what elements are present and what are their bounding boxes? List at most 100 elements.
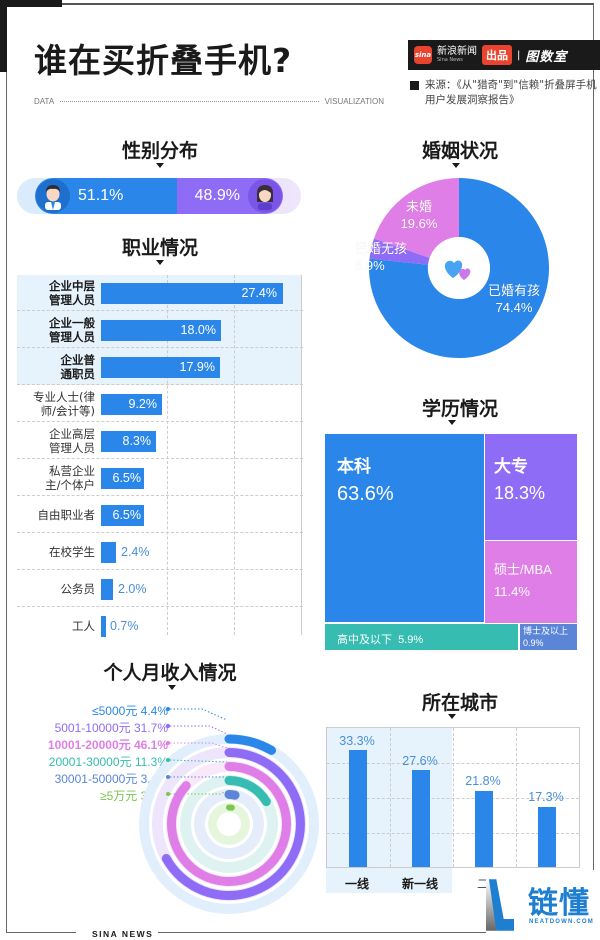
table-row: 企业中层 管理人员 27.4% xyxy=(17,275,303,311)
table-row: 在校学生 2.4% xyxy=(17,534,303,570)
gender-male-segment: 51.1% xyxy=(35,178,177,214)
table-row: 企业普 通职员 17.9% xyxy=(17,349,303,385)
occupation-value: 18.0% xyxy=(180,323,216,337)
income-radial-chart xyxy=(139,707,319,914)
occupation-bar xyxy=(101,283,283,304)
treemap-cell-doctor: 博士及以上 0.9% xyxy=(519,623,578,651)
female-percentage: 48.9% xyxy=(194,187,240,204)
city-category: 一线 xyxy=(344,877,369,891)
table-row: 企业高层 管理人员 8.3% xyxy=(17,423,303,459)
occupation-value: 6.5% xyxy=(112,471,142,485)
occupation-bar xyxy=(101,579,113,600)
brand-name: 新浪新闻 Sina News xyxy=(437,47,477,63)
occupation-label: 企业高层 管理人员 xyxy=(49,427,95,455)
occupation-label: 企业一般 管理人员 xyxy=(49,316,95,344)
legend-item: 5001-10000元 31.7% xyxy=(54,721,168,735)
city-value: 21.8% xyxy=(465,774,501,788)
corner-accent xyxy=(0,0,62,72)
brand-separator: | xyxy=(517,49,521,61)
city-bar xyxy=(349,750,367,867)
occupation-bar xyxy=(101,394,162,415)
caret-down-icon xyxy=(168,685,176,690)
city-category: 二 xyxy=(476,877,489,891)
married-with-kids-label: 已婚有孩 74.4% xyxy=(487,283,540,315)
source-note: 来源：《从"猎奇"到"信赖"折叠屏手机用户发展洞察报告》 xyxy=(410,78,598,108)
legend-item: 30001-50000元 3.4% xyxy=(54,772,168,786)
occupation-value: 27.4% xyxy=(241,286,277,300)
caret-down-icon xyxy=(448,420,456,425)
occupation-bar xyxy=(101,357,220,378)
occupation-label: 工人 xyxy=(72,619,95,633)
gender-bar: 51.1% 48.9% xyxy=(17,178,301,214)
neatdown-en: NEATDOWN.COM xyxy=(529,919,594,925)
section-title-education: 学历情况 xyxy=(421,398,498,420)
occupation-bar xyxy=(101,505,144,526)
brand-name-en: Sina News xyxy=(437,57,463,63)
occupation-bar xyxy=(101,542,116,563)
treemap-cell-master: 硕士/MBA 11.4% xyxy=(484,540,578,624)
occupation-bar xyxy=(101,431,156,452)
marital-donut-chart: 未婚 19.6% 已婚无孩 5.9% 已婚有孩 74.4% xyxy=(355,177,550,358)
occupation-bar xyxy=(101,320,221,341)
lab-logo: 图数室 xyxy=(525,49,568,65)
grid-line xyxy=(516,728,517,867)
occupation-value: 17.9% xyxy=(179,360,215,374)
occupation-label: 私营企业 主/个体户 xyxy=(45,464,95,492)
table-row: 自由职业者 6.5% xyxy=(17,497,303,533)
source-text: 来源：《从"猎奇"到"信赖"折叠屏手机用户发展洞察报告》 xyxy=(425,79,597,106)
caret-down-icon xyxy=(452,163,460,168)
occupation-bar xyxy=(101,468,144,489)
occupation-label: 专业人士(律 师/会计等) xyxy=(33,390,95,418)
table-row: 公务员 2.0% xyxy=(17,571,303,607)
section-title-occupation: 职业情况 xyxy=(121,237,198,259)
neatdown-logo-icon xyxy=(486,879,514,931)
city-category: 新一线 xyxy=(401,877,438,891)
table-row: 工人 0.7% xyxy=(17,608,303,644)
hearts-icon xyxy=(444,260,471,280)
education-treemap: 本科 63.6% 大专 18.3% 硕士/MBA 11.4% 高中及以下 5.9… xyxy=(324,433,578,651)
city-value: 27.6% xyxy=(402,754,438,768)
treemap-cell-college: 大专 18.3% xyxy=(484,433,578,541)
occupation-label: 公务员 xyxy=(60,582,96,596)
square-bullet-icon xyxy=(410,81,419,90)
male-percentage: 51.1% xyxy=(78,187,124,204)
visualization-label: VISUALIZATION xyxy=(324,97,384,106)
dotted-divider xyxy=(60,101,319,102)
page-frame xyxy=(6,3,594,933)
section-title-city: 所在城市 xyxy=(421,692,498,714)
occupation-value: 2.0% xyxy=(118,582,147,596)
grid-line xyxy=(234,275,235,635)
legend-item: ≤5000元 4.4% xyxy=(92,704,168,718)
caret-down-icon xyxy=(448,714,456,719)
page-title: 谁在买折叠手机? xyxy=(34,41,293,80)
table-row: 私营企业 主/个体户 6.5% xyxy=(17,460,303,496)
occupation-value: 8.3% xyxy=(122,434,152,448)
city-value: 17.3% xyxy=(528,790,564,804)
treemap-cell-highschool: 高中及以下 5.9% xyxy=(324,623,519,651)
city-bar xyxy=(412,770,430,867)
legend-item: 20001-30000元 11.3% xyxy=(48,755,168,769)
city-chart: 33.3% 27.6% 21.8% 17.3% 一线 新一线 二 xyxy=(326,727,580,897)
caret-down-icon xyxy=(156,260,164,265)
occupation-value: 6.5% xyxy=(112,508,142,522)
table-row: 企业一般 管理人员 18.0% xyxy=(17,312,303,348)
male-avatar-icon xyxy=(36,179,70,213)
grid-line xyxy=(167,275,168,635)
brand-badge: 出品 xyxy=(482,45,512,65)
occupation-value: 9.2% xyxy=(128,397,158,411)
table-row: 专业人士(律 师/会计等) 9.2% xyxy=(17,386,303,422)
grid-line xyxy=(390,728,391,867)
neatdown-watermark: 链懂 NEATDOWN.COM xyxy=(486,870,600,940)
grid-line xyxy=(453,728,454,867)
occupation-label: 自由职业者 xyxy=(37,508,96,522)
section-title-gender: 性别分布 xyxy=(121,140,198,162)
caret-down-icon xyxy=(156,163,164,168)
city-value: 33.3% xyxy=(339,734,375,748)
neatdown-cn: 链懂 xyxy=(528,886,590,921)
occupation-bar xyxy=(101,616,106,637)
female-avatar-icon xyxy=(248,179,282,213)
occupation-label: 企业中层 管理人员 xyxy=(49,279,95,307)
unmarried-label: 未婚 19.6% xyxy=(400,199,438,231)
city-bar xyxy=(538,807,556,867)
treemap-cell-bachelor: 本科 63.6% xyxy=(324,433,485,623)
